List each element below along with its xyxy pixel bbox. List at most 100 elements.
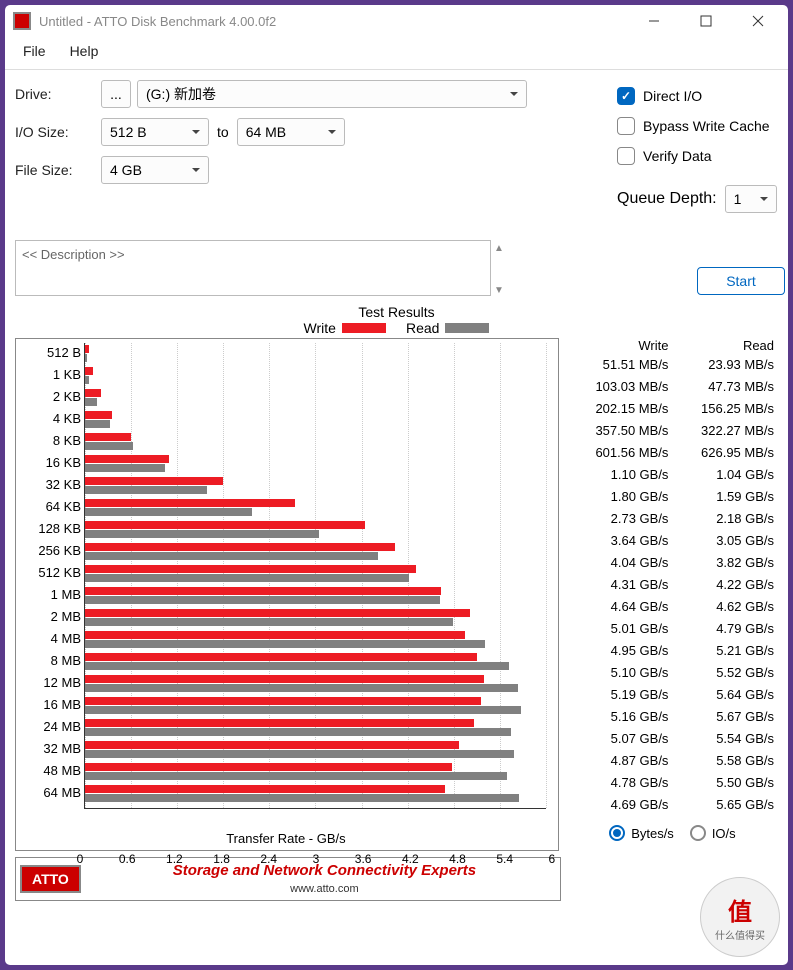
read-bar [85,794,519,802]
x-tick-label: 1.8 [213,852,230,866]
chart-row: 16 KB [85,453,546,475]
write-value: 3.64 GB/s [567,533,673,548]
read-bar [85,508,252,516]
browse-button[interactable]: ... [101,80,131,108]
read-bar [85,772,507,780]
read-value: 3.05 GB/s [672,533,778,548]
read-bar [85,420,110,428]
direct-io-checkbox[interactable] [617,87,635,105]
y-axis-label: 64 MB [21,785,81,800]
start-button[interactable]: Start [697,267,785,295]
x-tick-label: 4.8 [449,852,466,866]
x-tick-label: 1.2 [166,852,183,866]
read-value: 4.22 GB/s [672,577,778,592]
read-bar [85,618,453,626]
table-row: 357.50 MB/s322.27 MB/s [567,419,778,441]
read-bar [85,486,207,494]
chart-row: 1 MB [85,585,546,607]
write-value: 4.04 GB/s [567,555,673,570]
table-row: 5.19 GB/s5.64 GB/s [567,683,778,705]
file-size-label: File Size: [15,162,101,178]
write-bar [85,763,452,771]
write-value: 4.87 GB/s [567,753,673,768]
write-bar [85,609,470,617]
y-axis-label: 4 MB [21,631,81,646]
desc-spin-down[interactable]: ▼ [492,283,506,297]
x-axis-title: Transfer Rate - GB/s [20,831,552,846]
menu-help[interactable]: Help [60,39,109,63]
verify-data-label: Verify Data [643,148,711,164]
window-title: Untitled - ATTO Disk Benchmark 4.00.0f2 [39,14,632,29]
menu-file[interactable]: File [13,39,56,63]
x-tick-label: 4.2 [402,852,419,866]
write-value: 1.80 GB/s [567,489,673,504]
watermark: 值 什么值得买 [700,877,780,957]
io-size-from-select[interactable]: 512 B [101,118,209,146]
write-value: 5.01 GB/s [567,621,673,636]
chart-row: 32 KB [85,475,546,497]
queue-depth-label: Queue Depth: [617,190,717,208]
chart-row: 8 KB [85,431,546,453]
desc-spin-up[interactable]: ▲ [492,241,506,255]
chart-row: 1 KB [85,365,546,387]
read-value: 5.50 GB/s [672,775,778,790]
legend-read-swatch [445,323,489,333]
chart-row: 24 MB [85,717,546,739]
read-value: 156.25 MB/s [672,401,778,416]
bypass-cache-checkbox[interactable] [617,117,635,135]
y-axis-label: 2 MB [21,609,81,624]
units-bytes-label: Bytes/s [631,826,674,841]
units-ios-label: IO/s [712,826,736,841]
table-row: 5.07 GB/s5.54 GB/s [567,727,778,749]
write-value: 5.10 GB/s [567,665,673,680]
description-input[interactable]: << Description >> ▲ ▼ [15,240,491,296]
table-row: 4.31 GB/s4.22 GB/s [567,573,778,595]
io-size-to-select[interactable]: 64 MB [237,118,345,146]
to-label: to [217,124,229,140]
units-bytes-radio[interactable] [609,825,625,841]
results-table: Write Read 51.51 MB/s23.93 MB/s103.03 MB… [567,338,778,851]
write-bar [85,785,445,793]
chart-row: 64 MB [85,783,546,805]
units-ios-radio[interactable] [690,825,706,841]
write-value: 4.69 GB/s [567,797,673,812]
maximize-button[interactable] [684,7,728,35]
write-bar [85,455,169,463]
minimize-button[interactable] [632,7,676,35]
read-bar [85,596,440,604]
y-axis-label: 32 MB [21,741,81,756]
table-row: 5.16 GB/s5.67 GB/s [567,705,778,727]
read-value: 5.67 GB/s [672,709,778,724]
read-value: 5.21 GB/s [672,643,778,658]
close-button[interactable] [736,7,780,35]
chart-row: 16 MB [85,695,546,717]
y-axis-label: 16 KB [21,455,81,470]
y-axis-label: 32 KB [21,477,81,492]
read-bar [85,442,133,450]
y-axis-label: 64 KB [21,499,81,514]
write-bar [85,411,112,419]
queue-depth-select[interactable]: 1 [725,185,777,213]
chart-legend: Write Read [15,320,778,336]
table-row: 3.64 GB/s3.05 GB/s [567,529,778,551]
y-axis-label: 1 KB [21,367,81,382]
write-bar [85,587,441,595]
table-row: 51.51 MB/s23.93 MB/s [567,353,778,375]
verify-data-checkbox[interactable] [617,147,635,165]
write-value: 5.16 GB/s [567,709,673,724]
chart-row: 32 MB [85,739,546,761]
table-row: 4.78 GB/s5.50 GB/s [567,771,778,793]
chart-row: 128 KB [85,519,546,541]
write-bar [85,565,416,573]
read-bar [85,354,87,362]
app-window: Untitled - ATTO Disk Benchmark 4.00.0f2 … [4,4,789,966]
read-value: 3.82 GB/s [672,555,778,570]
read-value: 1.04 GB/s [672,467,778,482]
x-tick-label: 0.6 [119,852,136,866]
file-size-select[interactable]: 4 GB [101,156,209,184]
drive-select[interactable]: (G:) 新加卷 [137,80,527,108]
write-bar [85,675,484,683]
menubar: File Help [5,37,788,70]
chart-row: 512 B [85,343,546,365]
read-value: 5.52 GB/s [672,665,778,680]
